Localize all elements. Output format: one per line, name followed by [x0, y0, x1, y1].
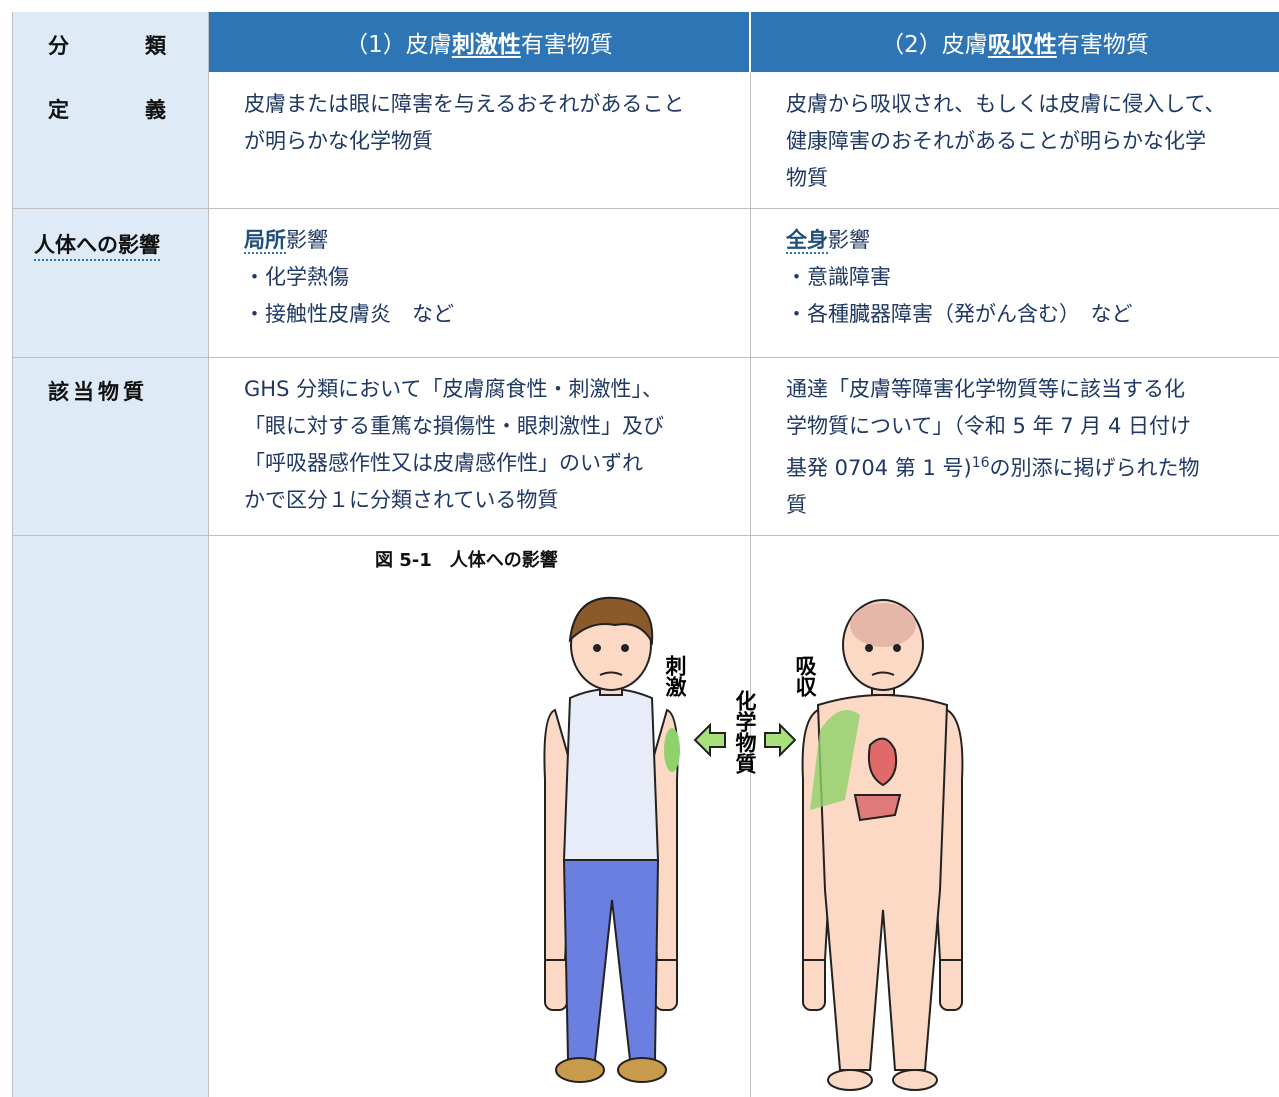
text: 影響: [286, 228, 328, 252]
text: 有害物質: [1056, 32, 1149, 58]
line: ・各種臓器障害（発がん含む） など: [786, 302, 1133, 326]
label-column: [12, 12, 208, 1097]
line: かで区分１に分類されている物質: [244, 488, 559, 512]
line: 物質: [786, 166, 828, 190]
label-absorption: 吸収: [793, 655, 817, 698]
text: 刺激性: [451, 32, 521, 58]
line: ・化学熱傷: [244, 265, 349, 289]
cell: 皮膚または眼に障害を与えるおそれがあること が明らかな化学物質: [208, 72, 684, 160]
header-category: 分 類: [48, 34, 166, 58]
cell: 局所影響・化学熱傷・接触性皮膚炎 など: [208, 208, 454, 333]
emphasis: 全身: [786, 228, 828, 254]
label-irritation: 刺激: [663, 655, 687, 698]
cell: 全身影響・意識障害・各種臓器障害（発がん含む） など: [750, 208, 1133, 333]
text: 影響: [828, 228, 870, 252]
line: 皮膚または眼に障害を与えるおそれがあること: [244, 92, 685, 116]
row-label: 定 義: [48, 98, 166, 122]
illustration: 刺激 吸収 化学物質: [543, 596, 964, 1091]
row-label: 人体への影響: [34, 229, 160, 261]
row-label: 該当物質: [48, 380, 148, 404]
line: 学物質について」（令和 5 年 7 月 4 日付け: [786, 414, 1192, 438]
line: が明らかな化学物質: [244, 129, 433, 153]
line: 基発 0704 第 1 号)16の別添に掲げられた物: [786, 445, 1200, 487]
text: （1）皮膚: [345, 32, 452, 58]
row-line: [12, 535, 1279, 536]
line: 通達「皮膚等障害化学物質等に該当する化: [786, 377, 1185, 401]
col-line: [750, 72, 751, 1097]
emphasis: 局所: [244, 228, 286, 254]
line: 「眼に対する重篤な損傷性・眼刺激性」及び: [244, 414, 664, 438]
line: ・意識障害: [786, 265, 891, 289]
text: （2）皮膚: [881, 32, 988, 58]
cell: 皮膚から吸収され、もしくは皮膚に侵入して、 健康障害のおそれがあることが明らかな化…: [750, 72, 1226, 197]
line: 質: [786, 493, 807, 517]
line: 健康障害のおそれがあることが明らかな化学: [786, 129, 1206, 153]
line: ・接触性皮膚炎 など: [244, 302, 454, 326]
text: 基発 0704 第 1 号): [786, 456, 972, 480]
cell: GHS 分類において「皮膚腐食性・刺激性」、 「眼に対する重篤な損傷性・眼刺激性」…: [208, 357, 664, 519]
cell: ・化学熱傷・接触性皮膚炎 など: [244, 259, 454, 333]
text: の別添に掲げられた物: [989, 456, 1200, 480]
figure-caption: 図 5-1 人体への影響: [375, 550, 558, 571]
col-line: [208, 12, 209, 1097]
row-line: [12, 208, 1279, 209]
cell: 通達「皮膚等障害化学物質等に該当する化 学物質について」（令和 5 年 7 月 4…: [750, 357, 1200, 524]
row-line: [12, 357, 1279, 358]
text: 有害物質: [520, 32, 613, 58]
line: GHS 分類において「皮膚腐食性・刺激性」、: [244, 377, 663, 401]
col-line: [12, 12, 13, 1097]
line: 皮膚から吸収され、もしくは皮膚に侵入して、: [786, 92, 1226, 116]
line: 「呼吸器感作性又は皮膚感作性」のいずれ: [244, 451, 643, 475]
text: 吸収性: [987, 32, 1057, 58]
superscript: 16: [971, 455, 990, 471]
header-col2: （2）皮膚 吸収性 有害物質: [751, 12, 1279, 72]
header-col1: （1）皮膚 刺激性 有害物質: [209, 12, 749, 72]
label-chemical: 化学物質: [733, 689, 757, 775]
cell: ・意識障害・各種臓器障害（発がん含む） など: [786, 259, 1133, 333]
